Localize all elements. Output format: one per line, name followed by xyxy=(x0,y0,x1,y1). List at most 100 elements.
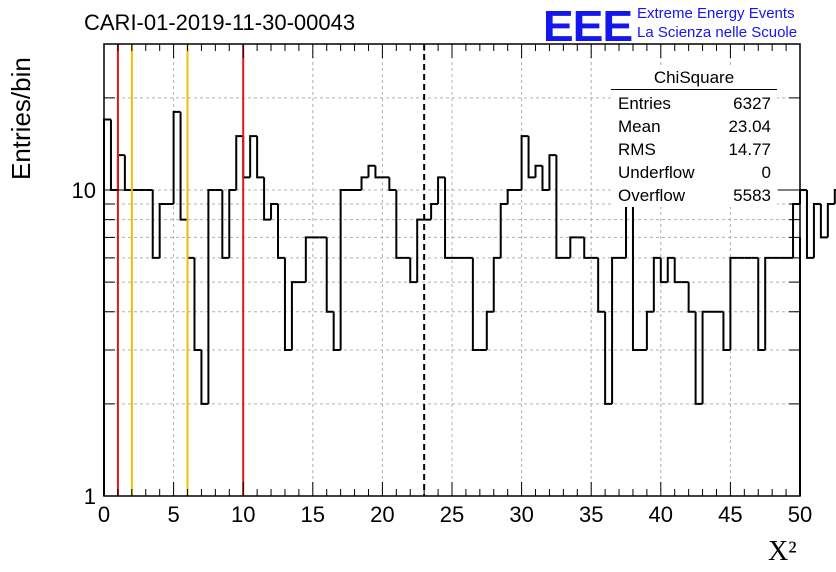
histogram-bin xyxy=(416,218,425,283)
eee-logo: EEE xyxy=(542,2,633,51)
logo-caption-line2: La Scienza nelle Scuole xyxy=(637,24,798,41)
histogram-bin xyxy=(631,189,640,352)
histogram-bin xyxy=(283,257,292,352)
x-tick-label: 50 xyxy=(788,502,812,527)
stats-value: 6327 xyxy=(733,94,771,113)
stats-label: Entries xyxy=(618,94,671,113)
histogram-bin xyxy=(548,154,557,190)
histogram-bin xyxy=(645,310,654,351)
histogram-bin xyxy=(792,203,800,258)
histogram-bin xyxy=(611,256,620,404)
x-axis-label: X² xyxy=(768,536,797,567)
stats-value: 14.77 xyxy=(728,140,771,159)
histogram-bin xyxy=(360,176,369,190)
histogram-bin xyxy=(757,257,766,352)
chart-title: CARI-01-2019-11-30-00043 xyxy=(84,10,356,35)
stats-value: 5583 xyxy=(733,186,771,205)
histogram-bin xyxy=(200,350,209,405)
histogram-bin xyxy=(812,203,821,258)
y-axis-label: Entries/bin xyxy=(6,57,36,180)
histogram-bin xyxy=(256,136,265,179)
histogram-bin xyxy=(367,164,376,178)
histogram-bin xyxy=(332,311,341,352)
stats-title: ChiSquare xyxy=(611,68,777,90)
histogram-bin xyxy=(207,188,216,404)
histogram-bin xyxy=(409,257,418,284)
histogram-bin xyxy=(228,188,237,258)
histogram-bin xyxy=(339,188,348,351)
histogram-bin xyxy=(193,257,202,352)
stats-value: 0 xyxy=(761,163,771,182)
histogram-bin xyxy=(764,256,773,351)
histogram-series xyxy=(103,110,836,496)
histogram-bin xyxy=(172,110,181,205)
stats-row: Entries 6327 xyxy=(611,92,777,115)
histogram-bin xyxy=(249,135,258,178)
histogram-bin xyxy=(805,189,814,259)
axis-tick-labels: 0 5 10 15 20 25 30 35 40 45 50 1 10 xyxy=(72,178,813,527)
histogram-bin xyxy=(186,219,195,259)
histogram-bin xyxy=(388,177,397,191)
histogram-bin xyxy=(527,136,536,179)
histogram-bin xyxy=(506,188,515,205)
histogram-bin xyxy=(555,155,564,259)
x-tick-label: 20 xyxy=(370,502,394,527)
histogram-bin xyxy=(430,203,439,220)
histogram-bin xyxy=(583,237,592,259)
histogram-bin xyxy=(520,135,529,190)
histogram-bin xyxy=(123,155,132,191)
histogram-bin xyxy=(652,256,661,312)
histogram-bin xyxy=(263,177,272,221)
histogram-bin xyxy=(687,282,696,313)
histogram-bin xyxy=(833,188,836,205)
histogram-bin xyxy=(437,176,446,205)
histogram-bin xyxy=(116,154,125,190)
histogram-bin xyxy=(179,111,188,221)
x-tick-label: 15 xyxy=(301,502,325,527)
histogram-bin xyxy=(604,311,613,405)
axis-ticks xyxy=(103,43,801,497)
histogram-bin xyxy=(492,256,501,312)
x-tick-label: 25 xyxy=(440,502,464,527)
histogram-bin xyxy=(485,310,494,351)
x-tick-label: 30 xyxy=(509,502,533,527)
x-tick-label: 10 xyxy=(231,502,255,527)
histogram-bin xyxy=(395,189,404,259)
histogram-bin xyxy=(290,281,299,351)
x-tick-label: 0 xyxy=(98,502,110,527)
histogram-bin xyxy=(826,203,835,238)
histogram-bin xyxy=(151,189,160,259)
x-tick-label: 45 xyxy=(718,502,742,527)
stats-label: Overflow xyxy=(618,186,686,205)
logo-caption-line1: Extreme Energy Events xyxy=(637,5,795,22)
histogram-bin xyxy=(242,136,251,179)
histogram-bin xyxy=(325,237,334,313)
stats-row: Underflow 0 xyxy=(611,161,777,184)
histogram-bin xyxy=(471,257,480,352)
marker-lines xyxy=(116,44,426,496)
y-tick-label: 1 xyxy=(84,484,96,509)
stats-label: RMS xyxy=(618,140,656,159)
histogram-bin xyxy=(666,256,675,283)
histogram-bin xyxy=(109,119,118,191)
histogram-bin xyxy=(701,310,710,404)
histogram-bin xyxy=(729,256,738,351)
histogram-bin xyxy=(799,188,807,205)
histogram-bin xyxy=(374,165,383,179)
stats-value: 23.04 xyxy=(728,117,771,136)
histogram-bin xyxy=(694,311,703,405)
histogram-bin xyxy=(659,257,668,284)
histogram-bin xyxy=(277,204,285,259)
stats-row: Mean 23.04 xyxy=(611,115,777,138)
histogram-bin xyxy=(235,135,244,190)
stats-row: Overflow 5583 xyxy=(611,184,777,207)
histogram-bin xyxy=(270,203,278,220)
histogram-bin xyxy=(103,118,111,496)
histogram-bin xyxy=(722,311,731,352)
histogram-bin xyxy=(304,236,313,283)
x-tick-label: 35 xyxy=(579,502,603,527)
stats-label: Mean xyxy=(618,117,661,136)
histogram-bin xyxy=(597,257,606,313)
stats-box: ChiSquare Entries 6327 Mean 23.04 RMS 14… xyxy=(611,68,777,207)
